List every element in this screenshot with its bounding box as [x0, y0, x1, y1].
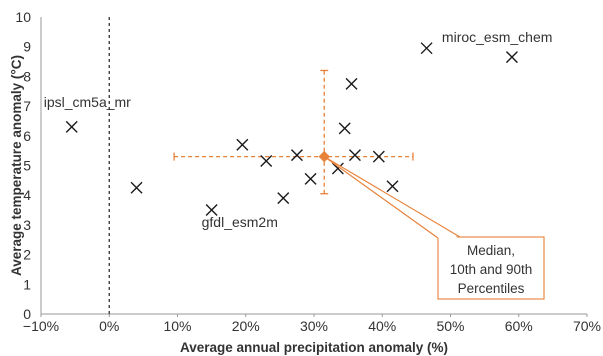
y-tick-label: 6: [23, 128, 31, 144]
y-tick-label: 0: [23, 306, 31, 322]
callout-text-line: Percentiles: [458, 281, 525, 296]
y-tick-label: 1: [23, 276, 31, 292]
data-point: [331, 162, 344, 175]
x-tick-label: 60%: [505, 318, 533, 334]
data-point: [348, 149, 361, 162]
point-labels: ipsl_cm5a_mr gfdl_esm2m miroc_esm_chem: [44, 29, 553, 230]
data-point: [304, 172, 317, 185]
y-tick-labels: 0 1 2 3 4 5 6 7 8 9 10: [15, 9, 31, 322]
point-label: gfdl_esm2m: [202, 214, 278, 230]
x-tick-label: 10%: [163, 318, 191, 334]
x-tick-label: 50%: [436, 318, 464, 334]
data-point: [260, 155, 273, 168]
data-point: [505, 51, 518, 64]
data-point: [372, 150, 385, 163]
callout-text-line: 10th and 90th: [450, 262, 533, 277]
x-tick-label: 40%: [368, 318, 396, 334]
median-callout: Median, 10th and 90th Percentiles: [318, 150, 545, 300]
percentile-range-lines: [173, 69, 414, 195]
callout-text-line: Median,: [467, 243, 515, 258]
y-tick-label: 4: [23, 187, 31, 203]
data-point: [290, 149, 303, 162]
data-points: [65, 42, 518, 217]
point-label: ipsl_cm5a_mr: [44, 94, 131, 110]
callout-pointer-edge: [323, 156, 439, 239]
data-point: [277, 192, 290, 205]
median-marker: [318, 150, 330, 163]
y-tick-label: 9: [23, 39, 31, 55]
x-tick-label: 70%: [573, 318, 601, 334]
x-tick-label: 20%: [232, 318, 260, 334]
point-label: miroc_esm_chem: [442, 29, 552, 45]
data-point: [345, 77, 358, 90]
y-axis-title: Average temperature anomaly (°C): [9, 55, 24, 276]
data-point: [236, 138, 249, 151]
y-tick-label: 5: [23, 158, 31, 174]
data-point: [420, 42, 433, 55]
x-axis-title: Average annual precipitation anomaly (%): [180, 340, 448, 355]
x-tick-label: 30%: [300, 318, 328, 334]
x-tick-label: −10%: [23, 318, 59, 334]
data-point: [386, 180, 399, 193]
y-tick-label: 10: [15, 9, 31, 25]
y-tick-label: 3: [23, 217, 31, 233]
callout-box: [437, 236, 545, 300]
y-tick-label: 2: [23, 247, 31, 263]
callout-pointer-edge: [323, 156, 461, 238]
data-point: [130, 181, 143, 194]
x-tick-labels: −10% 0% 10% 20% 30% 40% 50% 60% 70%: [23, 318, 601, 334]
x-tick-label: 0%: [99, 318, 119, 334]
data-point: [65, 120, 78, 133]
y-tick-label: 8: [23, 68, 31, 84]
data-point: [338, 122, 351, 135]
data-point: [205, 204, 218, 217]
y-tick-label: 7: [23, 98, 31, 114]
